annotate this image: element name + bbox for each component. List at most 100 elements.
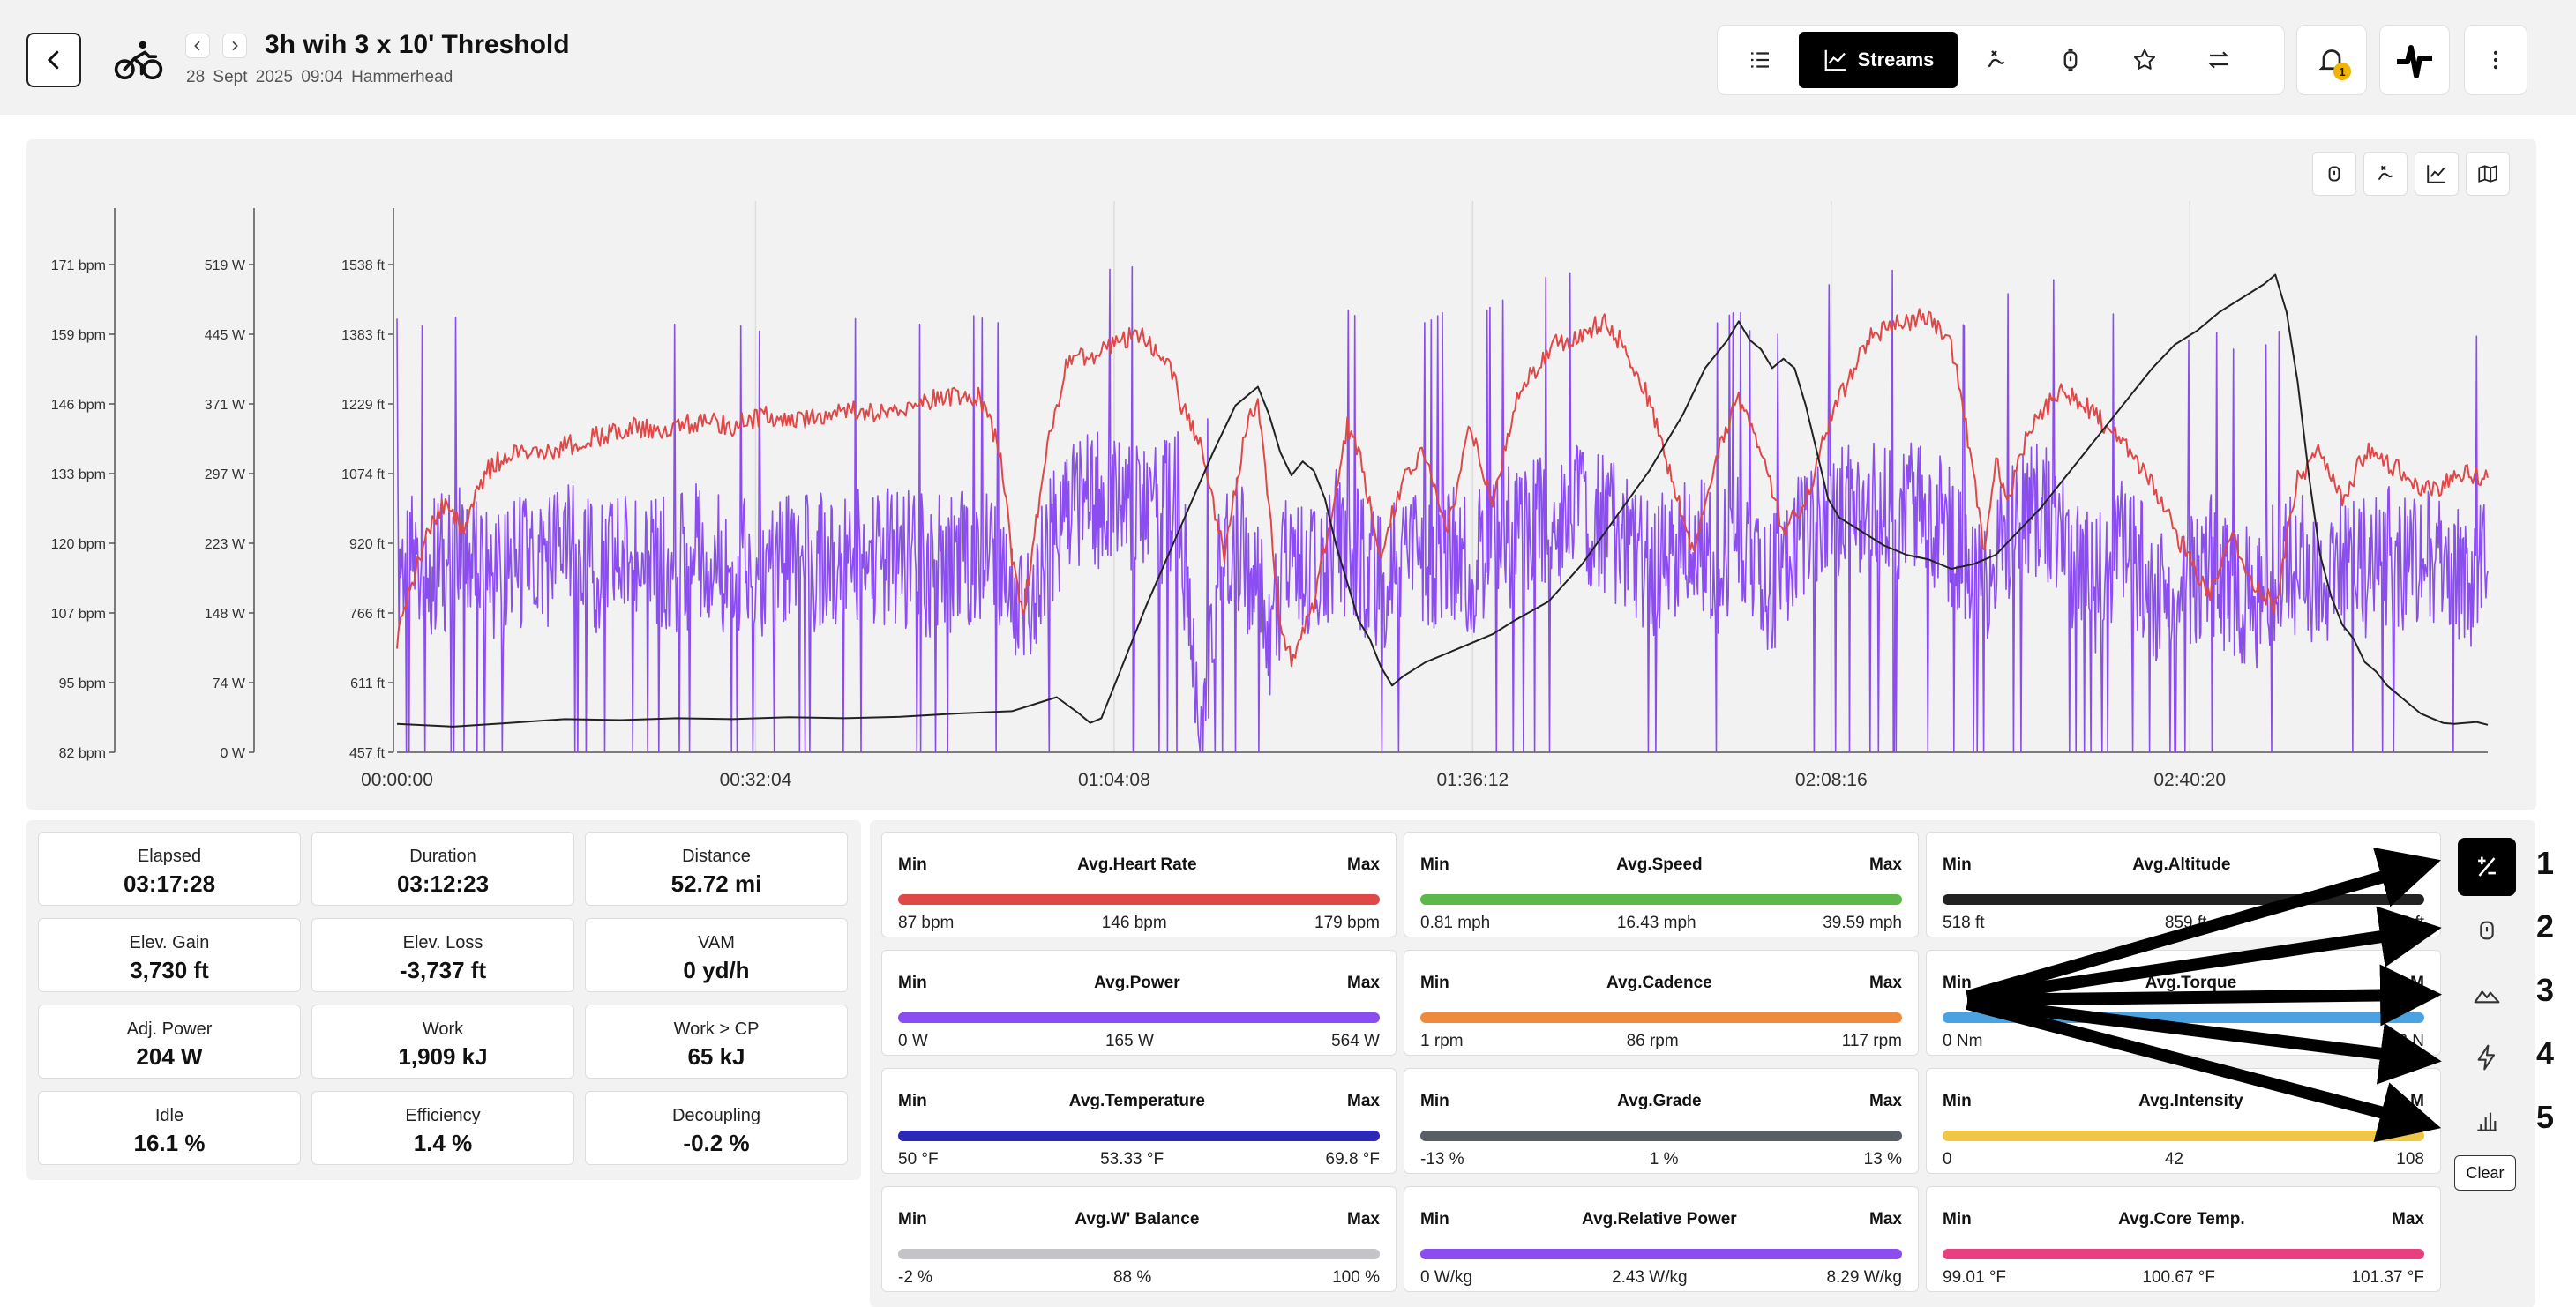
chart-stopwatch-button[interactable]	[2312, 152, 2356, 196]
annotation-number-2: 2	[2536, 908, 2555, 945]
metric-max-value: 179 bpm	[1314, 914, 1380, 932]
metric-bar	[1943, 1249, 2424, 1259]
metric-max-value: 39.59 mph	[1823, 914, 1902, 932]
metric-avg-value: 88 %	[1112, 1268, 1152, 1287]
more-options-button[interactable]	[2464, 25, 2527, 95]
metric-card[interactable]: Min Avg.Intensity M 0 42 108	[1926, 1068, 2441, 1174]
metric-avg-value: 2.43 W/kg	[1612, 1268, 1688, 1287]
stat-card: Adj. Power 204 W	[38, 1005, 301, 1079]
stat-card: Elapsed 03:17:28	[38, 832, 301, 906]
metric-bar	[898, 1131, 1380, 1141]
intervals-logo-button[interactable]	[2379, 25, 2450, 95]
y-tick-label: 133 bpm	[51, 467, 106, 482]
previous-activity-button[interactable]	[185, 34, 210, 58]
power-series-line	[396, 265, 2489, 753]
chart-tools	[2312, 152, 2510, 196]
metric-card[interactable]: Min Avg.Cadence Max 1 rpm 86 rpm 117 rpm	[1404, 950, 1919, 1056]
metric-name: Avg.Grade	[1617, 1092, 1702, 1110]
stat-card: Distance 52.72 mi	[585, 832, 848, 906]
clear-button[interactable]: Clear	[2454, 1155, 2516, 1191]
metric-min-value: -13 %	[1420, 1150, 1464, 1169]
intervals-logo-icon	[2397, 45, 2432, 78]
stat-label: Elapsed	[137, 847, 202, 866]
stat-label: Distance	[682, 847, 751, 866]
metric-card[interactable]: Min Avg.Core Temp. Max 99.01 °F 100.67 °F 101…	[1926, 1186, 2441, 1292]
metric-avg-value: 53.33 °F	[1100, 1150, 1164, 1169]
y-tick-label: 74 W	[213, 676, 246, 691]
power-filter-button[interactable]	[2458, 1028, 2516, 1087]
metric-avg-value: 16.43 mph	[1616, 914, 1696, 932]
tab-summary[interactable]	[1725, 32, 1795, 88]
chart-line-button[interactable]	[2415, 152, 2459, 196]
y-tick-label: 1383 ft	[341, 328, 385, 343]
stopwatch-icon	[2063, 49, 2078, 71]
metric-min-value: 99.01 °F	[1943, 1268, 2007, 1287]
tab-favorites[interactable]	[2109, 32, 2180, 88]
metric-card[interactable]: Min Avg.Speed Max 0.81 mph 16.43 mph 39.59 mp…	[1404, 832, 1919, 937]
y-tick-label: 171 bpm	[51, 258, 106, 273]
metric-min-label: Min	[898, 1210, 927, 1229]
metric-card[interactable]: Min Avg.Torque M 0 Nm 93 N	[1926, 950, 2441, 1056]
metric-max-value: 8.29 W/kg	[1826, 1268, 1902, 1287]
histogram-filter-button[interactable]	[2458, 1092, 2516, 1150]
chevron-left-icon	[47, 50, 59, 70]
metric-bar	[898, 1249, 1380, 1259]
metric-bar	[1943, 1012, 2424, 1023]
metric-card[interactable]: Min Avg.Grade Max -13 % 1 % 13 %	[1404, 1068, 1919, 1174]
add-subtract-button[interactable]	[2458, 838, 2516, 896]
metric-max-label: Max	[1347, 855, 1380, 874]
metric-max-value: 1,6 ft	[2386, 914, 2424, 932]
stat-label: Elev. Loss	[402, 933, 483, 952]
y-tick-label: 146 bpm	[51, 398, 106, 413]
route-icon	[2378, 165, 2393, 181]
y-tick-label: 148 W	[205, 607, 246, 622]
stat-card: Efficiency 1.4 %	[311, 1091, 574, 1165]
tab-compare[interactable]	[2183, 32, 2254, 88]
y-tick-label: 766 ft	[349, 607, 386, 622]
y-tick-label: 519 W	[205, 258, 246, 273]
metric-max-label: M	[2410, 974, 2424, 992]
streams-chart[interactable]: 00:00:00 00:32:04 01:04:08 01:36:12 02:08:16…	[26, 139, 2536, 810]
back-button[interactable]	[26, 33, 81, 87]
metric-name: Avg.Speed	[1616, 855, 1703, 874]
stat-label: Idle	[154, 1106, 184, 1125]
stat-label: Elev. Gain	[129, 933, 210, 952]
stat-card: Elev. Gain 3,730 ft	[38, 918, 301, 992]
metric-name: Avg.Temperature	[1068, 1092, 1205, 1110]
annotation-number-5: 5	[2536, 1099, 2555, 1135]
x-tick-label: 00:32:04	[720, 770, 792, 790]
metric-card[interactable]: Min Avg.Heart Rate Max 87 bpm 146 bpm 179 bpm	[881, 832, 1397, 937]
tab-streams[interactable]: Streams	[1799, 32, 1958, 88]
annotation-number-1: 1	[2536, 845, 2555, 881]
x-tick-label: 01:36:12	[1436, 770, 1509, 790]
next-activity-button[interactable]	[222, 34, 247, 58]
metric-min-label: Min	[1943, 1210, 1972, 1229]
chart-route-button[interactable]	[2363, 152, 2408, 196]
metric-card[interactable]: Min Avg.Power Max 0 W 165 W 564 W	[881, 950, 1397, 1056]
bike-icon	[114, 41, 163, 80]
tab-laps[interactable]	[2035, 32, 2106, 88]
metric-card[interactable]: Min Avg.Temperature Max 50 °F 53.33 °F 69.8 °…	[881, 1068, 1397, 1174]
stat-value: -3,737 ft	[399, 957, 487, 983]
metric-max-label: Max	[1869, 1210, 1902, 1229]
add-subtract-icon	[2478, 856, 2496, 877]
metric-card[interactable]: Min Avg.Relative Power Max 0 W/kg 2.43 W/kg 8…	[1404, 1186, 1919, 1292]
metric-avg-value: 42	[2164, 1150, 2183, 1169]
metric-card[interactable]: Min Avg.Altitude Max 518 ft 859 ft 1,6 ft	[1926, 832, 2441, 937]
climbs-filter-button[interactable]	[2458, 965, 2516, 1023]
y-tick-label: 159 bpm	[51, 328, 106, 343]
activity-meta: 28 Sept 2025 09:04 Hammerhead	[186, 68, 453, 87]
tab-route[interactable]	[1961, 32, 2032, 88]
stopwatch-icon	[2328, 166, 2340, 182]
stopwatch-filter-button[interactable]	[2458, 901, 2516, 960]
notifications-button[interactable]: 1	[2296, 25, 2367, 95]
stat-card: Idle 16.1 %	[38, 1091, 301, 1165]
metric-min-label: Min	[1943, 1092, 1972, 1110]
metric-max-value: 69.8 °F	[1325, 1150, 1380, 1169]
metric-card[interactable]: Min Avg.W' Balance Max -2 % 88 % 100 %	[881, 1186, 1397, 1292]
chart-map-button[interactable]	[2466, 152, 2510, 196]
metric-avg-value: 146 bpm	[1101, 914, 1167, 932]
y-tick-label: 223 W	[205, 537, 246, 552]
metric-min-value: 87 bpm	[898, 914, 955, 932]
stat-card: Work > CP 65 kJ	[585, 1005, 848, 1079]
